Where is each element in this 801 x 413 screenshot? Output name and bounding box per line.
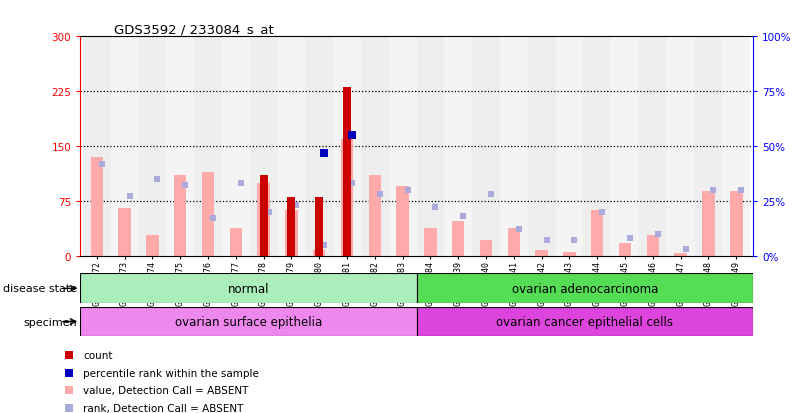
Point bbox=[513, 226, 525, 233]
Bar bbox=[425, 228, 437, 256]
Text: specimen: specimen bbox=[23, 317, 77, 327]
Bar bbox=[583, 37, 611, 256]
Bar bbox=[167, 37, 194, 256]
Bar bbox=[313, 250, 325, 256]
FancyBboxPatch shape bbox=[417, 307, 753, 337]
Bar bbox=[119, 209, 131, 256]
Text: ovarian cancer epithelial cells: ovarian cancer epithelial cells bbox=[497, 315, 673, 328]
Bar bbox=[361, 37, 388, 256]
Bar bbox=[288, 198, 296, 256]
Point bbox=[707, 187, 720, 194]
Bar bbox=[146, 236, 159, 256]
Bar bbox=[230, 228, 242, 256]
Point bbox=[345, 180, 358, 187]
Point bbox=[540, 237, 553, 244]
Bar bbox=[388, 37, 417, 256]
Point bbox=[651, 231, 664, 237]
Bar bbox=[315, 198, 324, 256]
Bar bbox=[340, 139, 353, 256]
Bar bbox=[694, 37, 723, 256]
Bar bbox=[723, 37, 751, 256]
Text: percentile rank within the sample: percentile rank within the sample bbox=[83, 368, 260, 378]
Bar bbox=[535, 250, 548, 256]
Bar bbox=[174, 176, 187, 256]
Point bbox=[179, 183, 191, 189]
Bar bbox=[445, 37, 472, 256]
Bar bbox=[528, 37, 556, 256]
Bar bbox=[611, 37, 639, 256]
FancyBboxPatch shape bbox=[80, 307, 417, 337]
Point bbox=[62, 352, 75, 359]
Bar bbox=[250, 37, 277, 256]
Bar bbox=[285, 211, 298, 256]
Point bbox=[457, 214, 469, 220]
Text: GDS3592 / 233084_s_at: GDS3592 / 233084_s_at bbox=[114, 23, 273, 36]
Point bbox=[318, 242, 331, 248]
Bar bbox=[702, 192, 714, 256]
Bar bbox=[730, 192, 743, 256]
Point bbox=[596, 209, 609, 216]
Point bbox=[95, 161, 108, 167]
Bar bbox=[222, 37, 250, 256]
FancyBboxPatch shape bbox=[80, 274, 417, 304]
Point bbox=[123, 194, 136, 200]
Text: rank, Detection Call = ABSENT: rank, Detection Call = ABSENT bbox=[83, 403, 244, 413]
Bar bbox=[139, 37, 167, 256]
Point bbox=[401, 187, 414, 194]
Bar bbox=[500, 37, 528, 256]
Point bbox=[235, 180, 248, 187]
Bar bbox=[202, 172, 214, 256]
Bar bbox=[368, 176, 381, 256]
Bar bbox=[639, 37, 666, 256]
Bar bbox=[591, 211, 603, 256]
Bar bbox=[343, 88, 351, 256]
Bar bbox=[305, 37, 333, 256]
Bar bbox=[674, 254, 687, 256]
Bar bbox=[452, 221, 465, 256]
Point bbox=[735, 187, 747, 194]
Point bbox=[679, 246, 692, 253]
Point bbox=[485, 192, 497, 198]
FancyBboxPatch shape bbox=[417, 274, 753, 304]
Point bbox=[262, 209, 275, 216]
Bar bbox=[472, 37, 500, 256]
Point bbox=[62, 387, 75, 394]
Point bbox=[568, 237, 581, 244]
Bar bbox=[556, 37, 583, 256]
Point bbox=[373, 192, 386, 198]
Point bbox=[624, 235, 637, 242]
Bar bbox=[646, 236, 659, 256]
Point bbox=[345, 132, 358, 139]
Text: ovarian adenocarcinoma: ovarian adenocarcinoma bbox=[512, 282, 658, 295]
Bar bbox=[83, 37, 111, 256]
Point bbox=[290, 202, 303, 209]
Bar bbox=[277, 37, 305, 256]
Bar bbox=[396, 187, 409, 256]
Text: normal: normal bbox=[227, 282, 269, 295]
Bar bbox=[563, 252, 576, 256]
Bar bbox=[619, 243, 631, 256]
Text: value, Detection Call = ABSENT: value, Detection Call = ABSENT bbox=[83, 386, 248, 396]
Bar bbox=[417, 37, 445, 256]
Bar bbox=[666, 37, 694, 256]
Text: count: count bbox=[83, 351, 113, 361]
Point bbox=[62, 405, 75, 411]
Point bbox=[62, 370, 75, 376]
Bar bbox=[260, 176, 268, 256]
Point bbox=[151, 176, 163, 183]
Bar bbox=[91, 157, 103, 256]
Point bbox=[207, 216, 219, 222]
Text: disease state: disease state bbox=[2, 284, 77, 294]
Point bbox=[429, 204, 442, 211]
Bar bbox=[194, 37, 222, 256]
Point bbox=[318, 151, 331, 157]
Bar bbox=[111, 37, 139, 256]
Bar bbox=[508, 228, 520, 256]
Bar bbox=[333, 37, 361, 256]
Text: ovarian surface epithelia: ovarian surface epithelia bbox=[175, 315, 322, 328]
Bar bbox=[480, 240, 493, 256]
Bar bbox=[257, 183, 270, 256]
